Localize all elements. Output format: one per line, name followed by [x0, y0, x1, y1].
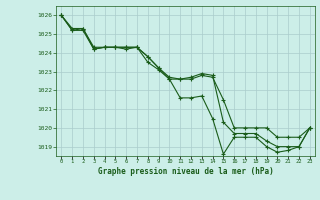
X-axis label: Graphe pression niveau de la mer (hPa): Graphe pression niveau de la mer (hPa)	[98, 167, 274, 176]
